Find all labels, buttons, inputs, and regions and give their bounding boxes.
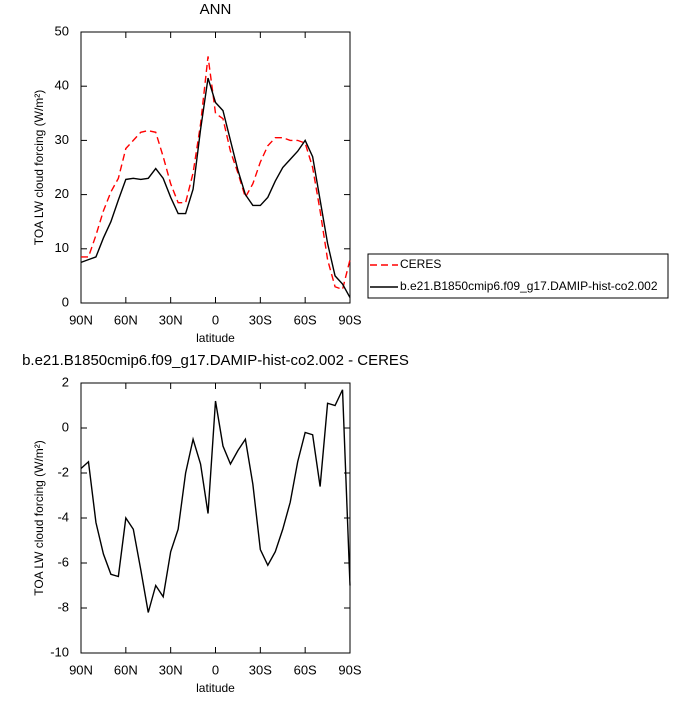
- plot-frame: [80, 31, 351, 304]
- x-tick-label: 60S: [294, 312, 317, 327]
- y-tick-label: 10: [55, 240, 69, 255]
- x-tick-label: 90S: [338, 312, 361, 327]
- y-tick-label: 0: [62, 419, 69, 434]
- y-tick-label: 0: [62, 294, 69, 309]
- x-tick-label: 30S: [249, 312, 272, 327]
- chart-title: ANN: [200, 1, 232, 18]
- legend-label: CERES: [400, 257, 441, 271]
- x-axis-label: latitude: [196, 331, 235, 345]
- x-tick-label: 90N: [69, 312, 93, 327]
- x-tick-label: 60S: [294, 662, 317, 677]
- plot-frame: [80, 382, 351, 654]
- y-tick-label: -2: [57, 464, 69, 479]
- x-tick-label: 0: [212, 312, 219, 327]
- y-axis-label: TOA LW cloud forcing (W/m²): [32, 440, 46, 596]
- y-tick-label: 20: [55, 186, 69, 201]
- data-line: [80, 77, 351, 298]
- x-tick-label: 90S: [338, 662, 361, 677]
- y-tick-label: -10: [50, 644, 69, 659]
- x-tick-label: 60N: [114, 662, 138, 677]
- y-tick-label: 30: [55, 132, 69, 147]
- y-tick-label: 40: [55, 78, 69, 93]
- x-tick-label: 30N: [159, 312, 183, 327]
- x-tick-label: 60N: [114, 312, 138, 327]
- y-tick-label: -4: [57, 509, 69, 524]
- x-tick-label: 30S: [249, 662, 272, 677]
- y-tick-label: 2: [62, 374, 69, 389]
- x-axis-label: latitude: [196, 681, 235, 695]
- legend-label: b.e21.B1850cmip6.f09_g17.DAMIP-hist-co2.…: [400, 279, 658, 293]
- y-tick-label: -8: [57, 599, 69, 614]
- chart-title: b.e21.B1850cmip6.f09_g17.DAMIP-hist-co2.…: [22, 352, 409, 369]
- data-line: [80, 389, 351, 613]
- y-tick-label: -6: [57, 554, 69, 569]
- x-tick-label: 30N: [159, 662, 183, 677]
- data-line: [81, 56, 351, 291]
- x-tick-label: 0: [212, 662, 219, 677]
- legend-box: [367, 253, 669, 299]
- y-axis-label: TOA LW cloud forcing (W/m²): [32, 90, 46, 246]
- x-tick-label: 90N: [69, 662, 93, 677]
- y-tick-label: 50: [55, 23, 69, 38]
